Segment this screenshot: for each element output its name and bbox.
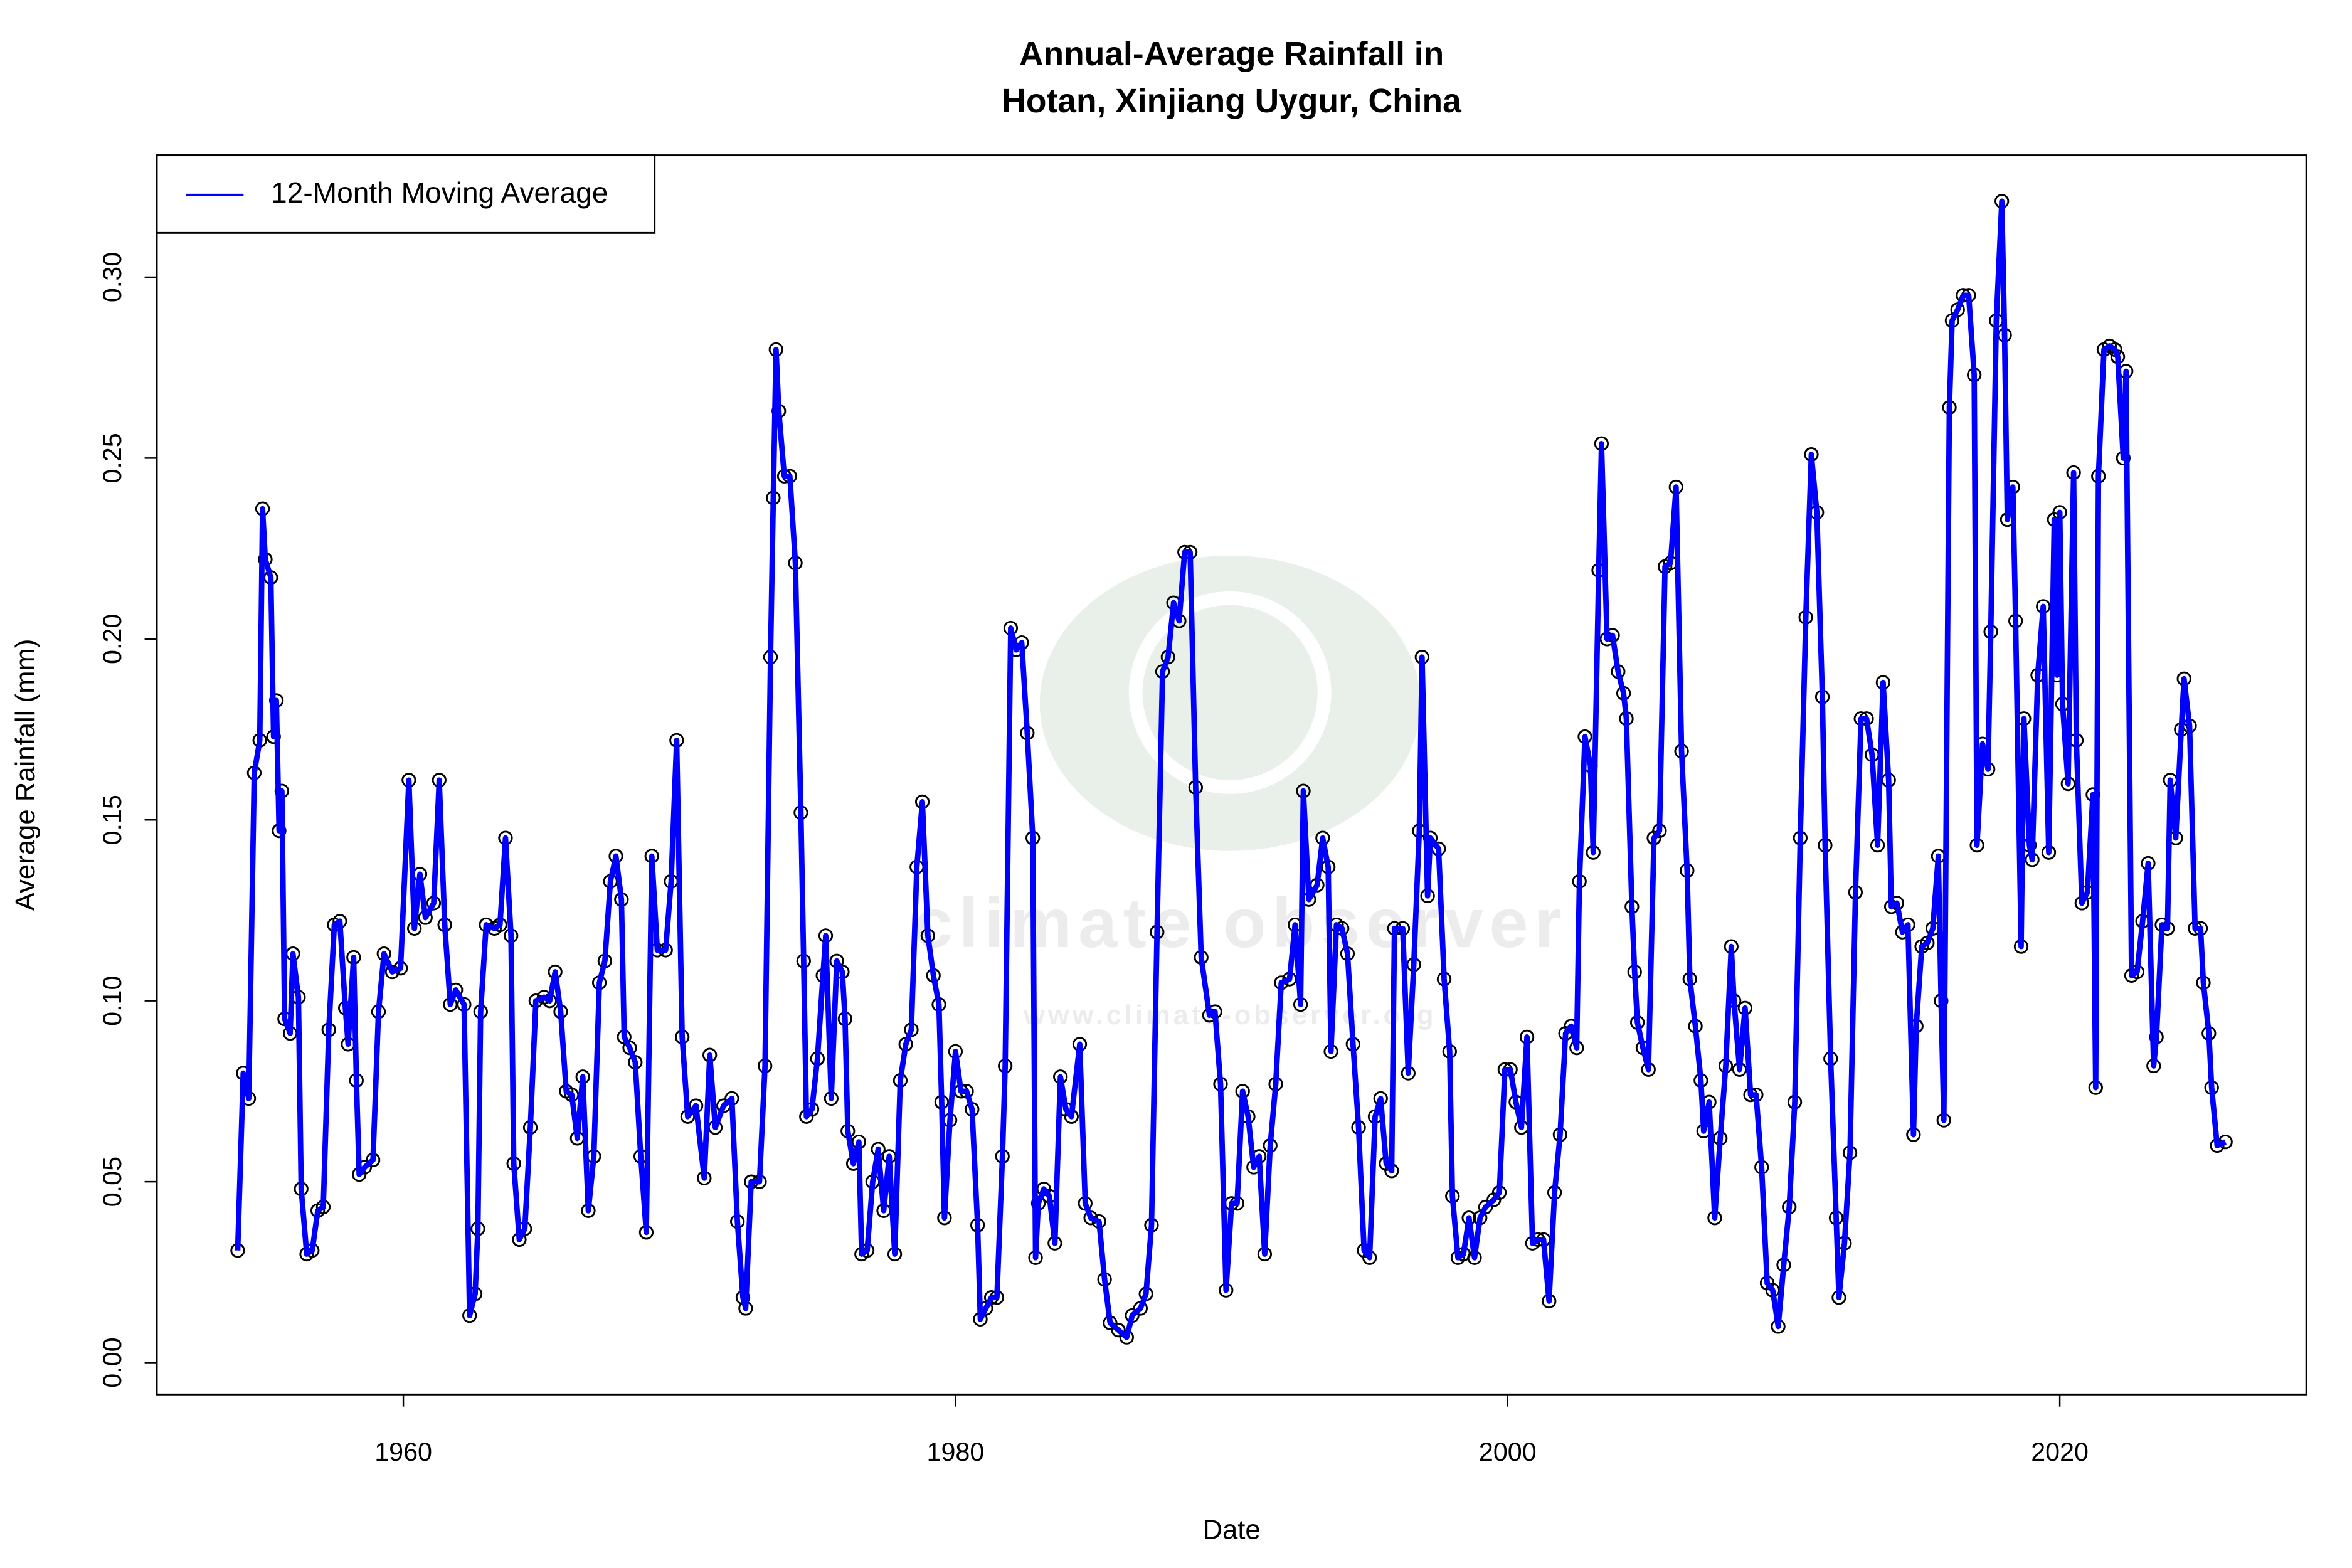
x-tick-label: 1960 — [374, 1438, 432, 1466]
y-tick-label: 0.30 — [98, 252, 127, 302]
y-tick-label: 0.25 — [98, 433, 127, 483]
series — [230, 194, 2233, 1345]
y-axis-label: Average Rainfall (mm) — [10, 639, 41, 911]
x-tick-label: 2020 — [2031, 1438, 2089, 1466]
chart-title: Hotan, Xinjiang Uygur, China — [1002, 83, 1462, 120]
data-point — [1111, 1322, 1126, 1338]
x-axis-label: Date — [1202, 1514, 1260, 1545]
y-tick-label: 0.20 — [98, 614, 127, 664]
legend-label: 12-Month Moving Average — [271, 176, 608, 209]
chart-title: Annual-Average Rainfall in — [1019, 36, 1444, 73]
legend: 12-Month Moving Average — [156, 154, 656, 234]
y-tick-label: 0.10 — [98, 976, 127, 1026]
watermark-logo — [1039, 555, 1421, 851]
watermark-globe — [1128, 591, 1332, 794]
watermark-text: climate observer — [914, 884, 1568, 962]
x-tick-label: 2000 — [1479, 1438, 1537, 1466]
data-point — [1478, 1199, 1493, 1215]
series-line — [235, 198, 2227, 1340]
plot-frame — [156, 154, 2307, 1396]
x-tick-label: 1980 — [927, 1438, 985, 1466]
y-tick-label: 0.00 — [98, 1337, 127, 1387]
watermark: climate observer www.climate-observer.or… — [914, 555, 1568, 1030]
watermark-url: www.climate-observer.org — [1023, 1000, 1437, 1030]
y-tick-label: 0.15 — [98, 795, 127, 845]
y-tick-label: 0.05 — [98, 1157, 127, 1207]
